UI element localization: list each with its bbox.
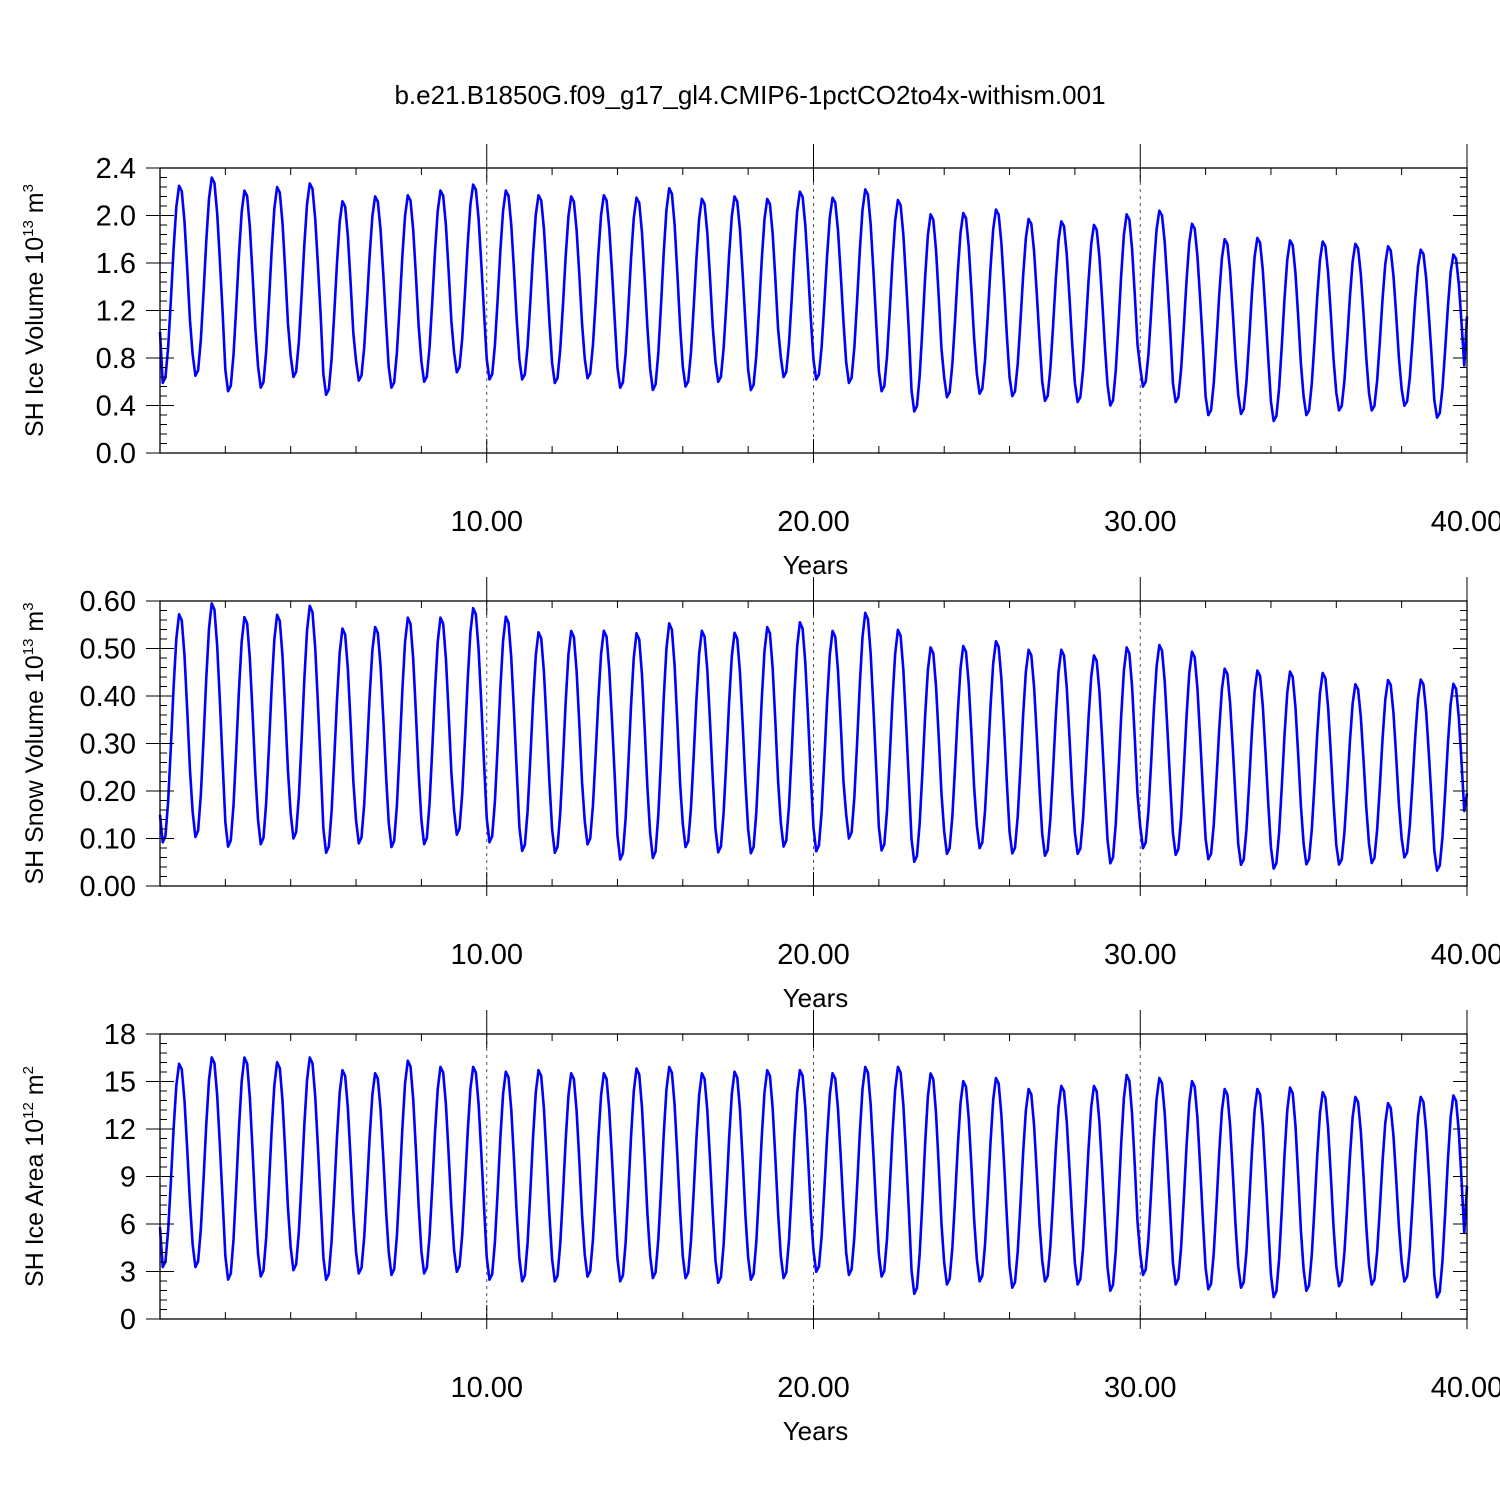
y-tick-label: 12	[104, 1114, 136, 1146]
y-tick-label: 3	[120, 1257, 136, 1289]
y-tick-label: 0.60	[80, 586, 136, 618]
x-tick-label: 10.00	[450, 939, 523, 971]
y-tick-label: 0.10	[80, 824, 136, 856]
y-tick-label: 0.40	[80, 681, 136, 713]
x-tick-label: 40.00	[1431, 939, 1500, 971]
x-tick-label: 30.00	[1104, 939, 1177, 971]
y-tick-label: 2.0	[96, 201, 136, 233]
x-tick-label: 20.00	[777, 506, 850, 538]
x-tick-label: 40.00	[1431, 506, 1500, 538]
y-tick-label: 1.6	[96, 248, 136, 280]
y-axis-label: SH Ice Area 1012 m2	[20, 1066, 49, 1287]
x-tick-label: 30.00	[1104, 1372, 1177, 1404]
y-tick-label: 0	[120, 1304, 136, 1336]
y-tick-label: 0.30	[80, 729, 136, 761]
series-line	[158, 176, 1469, 423]
y-tick-label: 18	[104, 1019, 136, 1051]
y-tick-label: 0.8	[96, 343, 136, 375]
series-line	[158, 1056, 1469, 1299]
y-tick-label: 0.50	[80, 634, 136, 666]
y-tick-label: 6	[120, 1209, 136, 1241]
x-tick-label: 40.00	[1431, 1372, 1500, 1404]
panel-3: 10.00 20.00 30.00 40.00 Years 0 3 6 9 12 15 18 SH Ic…	[20, 1010, 1500, 1446]
y-tick-label: 2.4	[96, 153, 136, 185]
x-axis-label: Years	[783, 550, 849, 580]
series-line	[158, 602, 1469, 872]
figure-title: b.e21.B1850G.f09_g17_gl4.CMIP6-1pctCO2to…	[394, 80, 1106, 110]
x-tick-label: 10.00	[450, 1372, 523, 1404]
x-axis-label: Years	[783, 1416, 849, 1446]
y-axis-label: SH Snow Volume 1013 m3	[20, 602, 49, 884]
y-tick-label: 0.0	[96, 438, 136, 470]
x-tick-label: 10.00	[450, 506, 523, 538]
x-tick-label: 30.00	[1104, 506, 1177, 538]
y-tick-label: 0.20	[80, 776, 136, 808]
y-tick-label: 0.00	[80, 871, 136, 903]
y-tick-label: 15	[104, 1067, 136, 1099]
x-axis-label: Years	[783, 983, 849, 1013]
y-tick-label: 1.2	[96, 296, 136, 328]
panel-2: 10.00 20.00 30.00 40.00 Years 0.00 0.10 0.20 0.3…	[20, 577, 1500, 1013]
y-tick-label: 0.4	[96, 391, 136, 423]
panel-1: 10.00 20.00 30.00 40.00 Years 0.0 0.4 0.8 1.2 1.6…	[20, 144, 1500, 580]
y-axis-label: SH Ice Volume 1013 m3	[20, 184, 49, 437]
y-tick-label: 9	[120, 1162, 136, 1194]
x-tick-label: 20.00	[777, 1372, 850, 1404]
x-tick-label: 20.00	[777, 939, 850, 971]
